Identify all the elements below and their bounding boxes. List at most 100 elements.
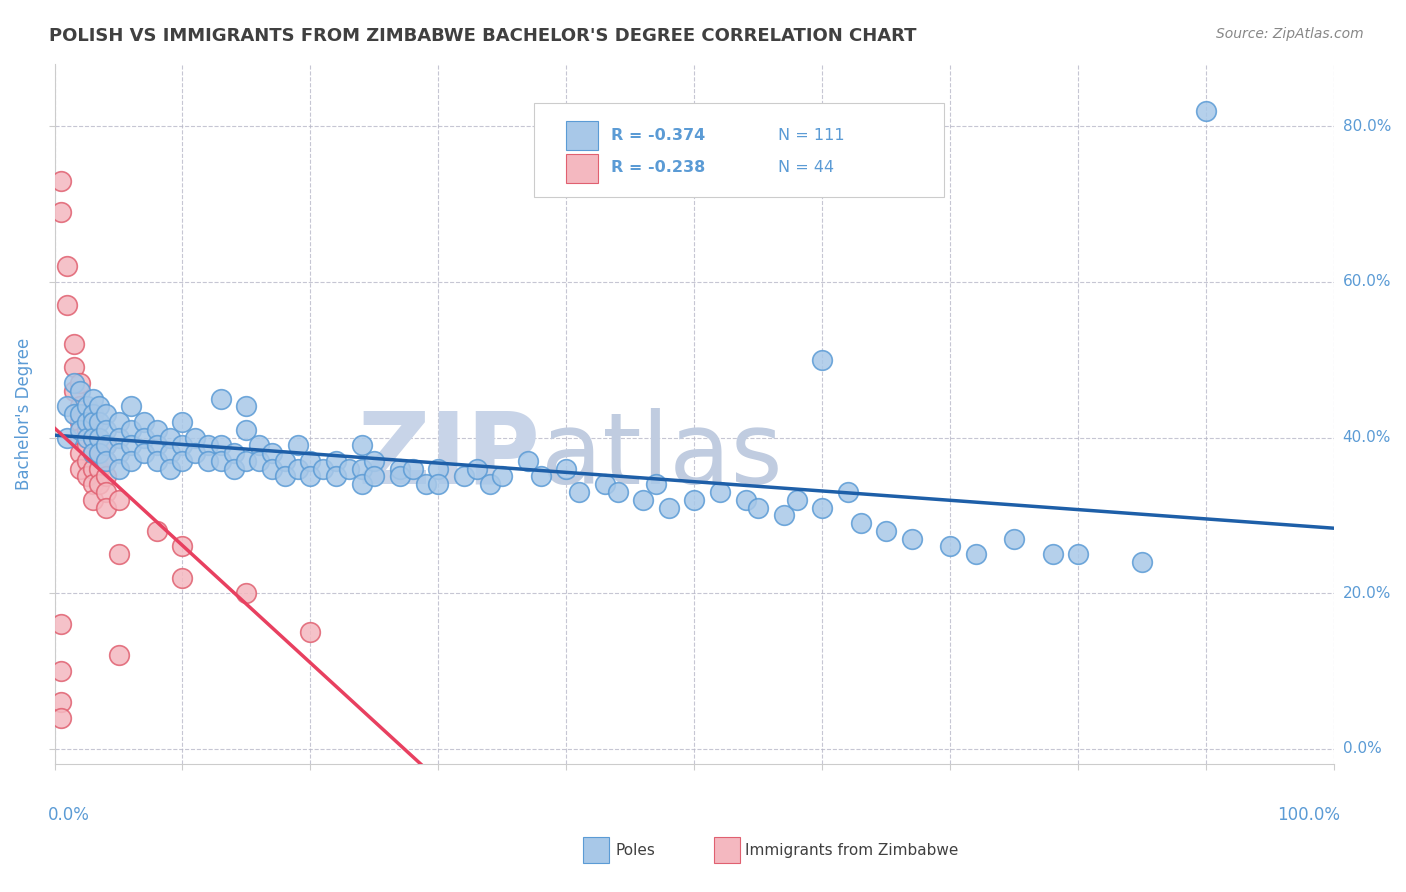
- Point: [235, 400, 257, 414]
- Point: [120, 454, 142, 468]
- Point: [76, 400, 98, 414]
- Point: [172, 540, 194, 554]
- Point: [849, 516, 872, 530]
- Point: [262, 446, 284, 460]
- Point: [172, 570, 194, 584]
- Point: [568, 485, 591, 500]
- Y-axis label: Bachelor's Degree: Bachelor's Degree: [15, 338, 32, 491]
- Point: [159, 446, 181, 460]
- Point: [555, 461, 578, 475]
- Point: [56, 430, 79, 444]
- Point: [389, 461, 412, 475]
- Point: [645, 477, 668, 491]
- Text: POLISH VS IMMIGRANTS FROM ZIMBABWE BACHELOR'S DEGREE CORRELATION CHART: POLISH VS IMMIGRANTS FROM ZIMBABWE BACHE…: [49, 27, 917, 45]
- Point: [172, 454, 194, 468]
- Text: Source: ZipAtlas.com: Source: ZipAtlas.com: [1216, 27, 1364, 41]
- Point: [82, 446, 104, 460]
- Point: [427, 461, 450, 475]
- Point: [69, 400, 91, 414]
- Point: [62, 337, 84, 351]
- Point: [132, 415, 155, 429]
- Text: 20.0%: 20.0%: [1343, 586, 1391, 600]
- Point: [247, 454, 270, 468]
- Text: 0.0%: 0.0%: [1343, 741, 1381, 756]
- Point: [49, 617, 72, 632]
- Point: [465, 461, 488, 475]
- Point: [132, 430, 155, 444]
- Point: [49, 664, 72, 678]
- Point: [287, 438, 309, 452]
- Point: [82, 415, 104, 429]
- Text: Immigrants from Zimbabwe: Immigrants from Zimbabwe: [745, 844, 959, 858]
- Point: [76, 469, 98, 483]
- Point: [965, 547, 987, 561]
- Point: [1002, 532, 1025, 546]
- Point: [209, 438, 232, 452]
- Point: [811, 352, 834, 367]
- Point: [76, 454, 98, 468]
- Point: [89, 415, 111, 429]
- Point: [593, 477, 616, 491]
- Point: [76, 407, 98, 421]
- Point: [363, 454, 385, 468]
- Point: [453, 469, 475, 483]
- Point: [786, 492, 808, 507]
- Point: [235, 423, 257, 437]
- Point: [82, 477, 104, 491]
- Point: [683, 492, 706, 507]
- Point: [197, 454, 219, 468]
- Point: [82, 492, 104, 507]
- Point: [82, 407, 104, 421]
- Point: [1130, 555, 1153, 569]
- Text: 100.0%: 100.0%: [1278, 806, 1340, 824]
- Point: [82, 430, 104, 444]
- Point: [811, 500, 834, 515]
- Point: [56, 298, 79, 312]
- FancyBboxPatch shape: [534, 103, 943, 197]
- Point: [107, 547, 129, 561]
- Point: [389, 469, 412, 483]
- Bar: [567, 153, 599, 183]
- Point: [62, 407, 84, 421]
- Point: [247, 438, 270, 452]
- Point: [172, 438, 194, 452]
- Point: [69, 446, 91, 460]
- Point: [76, 438, 98, 452]
- Point: [94, 423, 117, 437]
- Point: [299, 469, 322, 483]
- Point: [94, 438, 117, 452]
- Point: [94, 454, 117, 468]
- Point: [76, 430, 98, 444]
- Point: [837, 485, 859, 500]
- Point: [235, 454, 257, 468]
- Point: [107, 430, 129, 444]
- Point: [299, 454, 322, 468]
- Point: [363, 469, 385, 483]
- Point: [49, 174, 72, 188]
- Text: 60.0%: 60.0%: [1343, 275, 1391, 289]
- Text: 80.0%: 80.0%: [1343, 119, 1391, 134]
- Point: [222, 446, 245, 460]
- Point: [235, 586, 257, 600]
- Point: [1042, 547, 1064, 561]
- Point: [1067, 547, 1090, 561]
- Text: R = -0.238: R = -0.238: [612, 161, 706, 175]
- Point: [287, 461, 309, 475]
- Point: [222, 461, 245, 475]
- Point: [262, 461, 284, 475]
- Point: [939, 540, 962, 554]
- Point: [49, 710, 72, 724]
- Point: [350, 461, 373, 475]
- Point: [132, 446, 155, 460]
- Point: [107, 415, 129, 429]
- Point: [69, 415, 91, 429]
- Point: [172, 415, 194, 429]
- Point: [89, 430, 111, 444]
- Point: [146, 438, 169, 452]
- Point: [89, 477, 111, 491]
- Point: [107, 461, 129, 475]
- Point: [62, 384, 84, 398]
- Point: [747, 500, 769, 515]
- Point: [184, 430, 207, 444]
- Point: [1195, 103, 1218, 118]
